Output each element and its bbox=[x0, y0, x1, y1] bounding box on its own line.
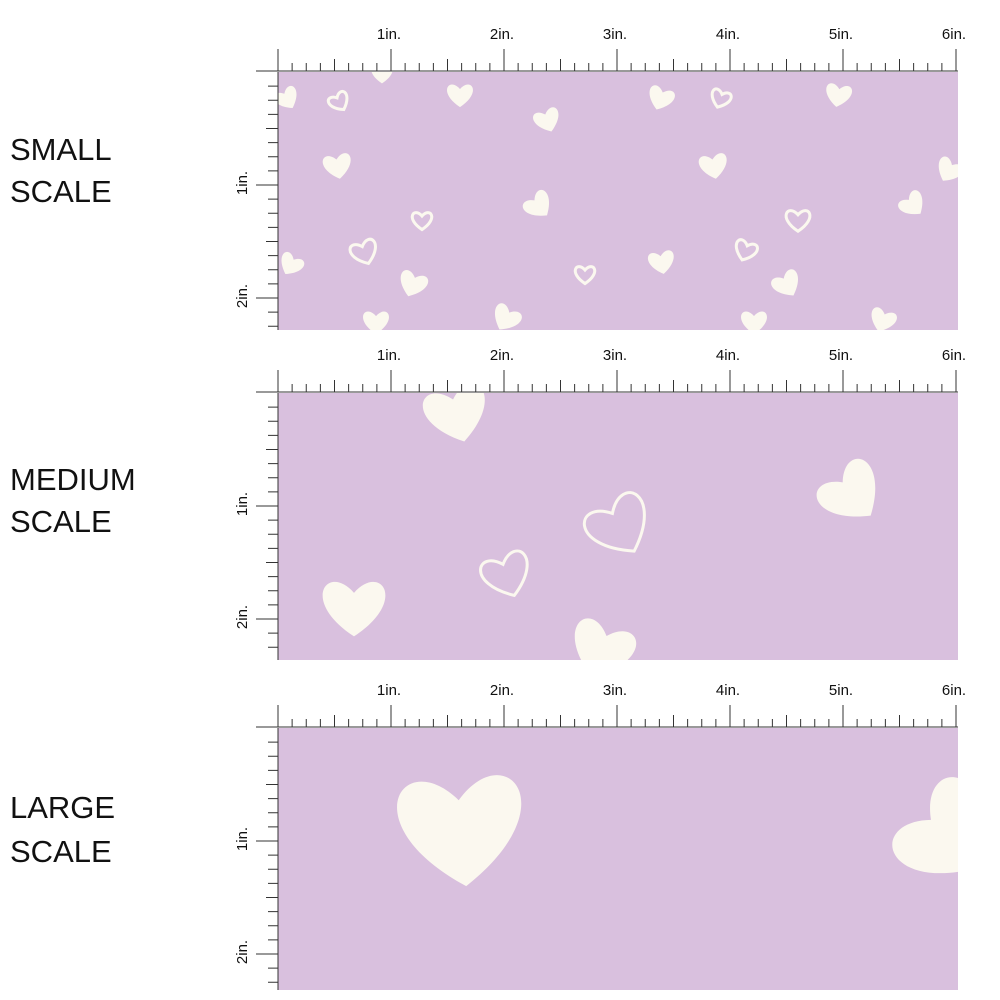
scale-label: SCALE bbox=[10, 834, 112, 869]
ruler-label: 4in. bbox=[716, 682, 740, 699]
ruler-label: 6in. bbox=[942, 26, 966, 43]
ruler-label: 1in. bbox=[377, 347, 401, 364]
heart bbox=[397, 775, 522, 887]
heart bbox=[784, 209, 812, 234]
scale-label: SMALL bbox=[10, 132, 112, 167]
hearts bbox=[397, 775, 958, 887]
hearts bbox=[278, 72, 958, 330]
heart bbox=[363, 311, 389, 330]
ruler-label: 1in. bbox=[234, 827, 251, 851]
ruler-label: 2in. bbox=[490, 682, 514, 699]
heart bbox=[582, 491, 646, 553]
scale-label: MEDIUM bbox=[10, 462, 136, 497]
heart bbox=[447, 84, 473, 108]
heart bbox=[816, 458, 876, 517]
fabric-swatch bbox=[278, 393, 958, 660]
ruler-label: 2in. bbox=[234, 284, 251, 308]
heart bbox=[278, 85, 297, 109]
ruler-label: 6in. bbox=[942, 347, 966, 364]
heart bbox=[649, 85, 675, 110]
heart bbox=[734, 238, 759, 262]
scale-label: SCALE bbox=[10, 174, 112, 209]
ruler-label: 3in. bbox=[603, 682, 627, 699]
heart bbox=[400, 270, 429, 297]
heart bbox=[698, 153, 727, 179]
heart bbox=[410, 211, 434, 232]
ruler-label: 1in. bbox=[377, 26, 401, 43]
heart bbox=[741, 311, 767, 330]
heart bbox=[326, 89, 349, 112]
heart bbox=[533, 107, 559, 132]
scale-panel: LARGE SCALE 1in. 2in. 3in. 4in. 5in. 6in. 1in. 2i… bbox=[10, 682, 966, 990]
heart bbox=[647, 250, 674, 274]
fabric-swatch bbox=[278, 728, 958, 990]
heart bbox=[898, 190, 923, 214]
ruler-label: 2in. bbox=[234, 605, 251, 629]
ruler-label: 3in. bbox=[603, 347, 627, 364]
ruler-label: 1in. bbox=[234, 171, 251, 195]
ruler-label: 5in. bbox=[829, 682, 853, 699]
ruler-label: 1in. bbox=[234, 492, 251, 516]
ruler-label: 4in. bbox=[716, 26, 740, 43]
ruler-label: 2in. bbox=[490, 26, 514, 43]
ruler-label: 6in. bbox=[942, 682, 966, 699]
ruler-label: 2in. bbox=[234, 940, 251, 964]
heart bbox=[710, 87, 733, 109]
heart bbox=[479, 549, 529, 598]
scale-label: LARGE bbox=[10, 790, 115, 825]
ruler-label: 2in. bbox=[490, 347, 514, 364]
ruler-label: 3in. bbox=[603, 26, 627, 43]
heart bbox=[322, 153, 351, 179]
heart bbox=[938, 156, 958, 181]
ruler-label: 5in. bbox=[829, 347, 853, 364]
ruler-label: 5in. bbox=[829, 26, 853, 43]
ruler-label: 1in. bbox=[377, 682, 401, 699]
heart bbox=[322, 581, 386, 637]
ruler-label: 4in. bbox=[716, 347, 740, 364]
heart bbox=[771, 269, 798, 296]
scale-panel: MEDIUM SCALE 1in. 2in. 3in. 4in. 5in. 6in. 1in. 2… bbox=[10, 347, 966, 660]
heart bbox=[422, 393, 485, 442]
fabric-swatch bbox=[278, 72, 958, 330]
hearts bbox=[322, 393, 876, 660]
scale-panel: SMALL SCALE 1in. 2in. 3in. 4in. 5in. 6in. 1in. 2i… bbox=[10, 26, 966, 330]
heart bbox=[871, 307, 897, 330]
heart bbox=[826, 83, 853, 107]
heart bbox=[371, 72, 393, 84]
heart bbox=[348, 237, 377, 266]
heart bbox=[892, 777, 958, 874]
scale-label: SCALE bbox=[10, 504, 112, 539]
heart bbox=[573, 265, 597, 286]
heart bbox=[522, 190, 549, 216]
heart bbox=[281, 251, 305, 275]
heart bbox=[495, 303, 522, 330]
heart bbox=[574, 618, 637, 660]
